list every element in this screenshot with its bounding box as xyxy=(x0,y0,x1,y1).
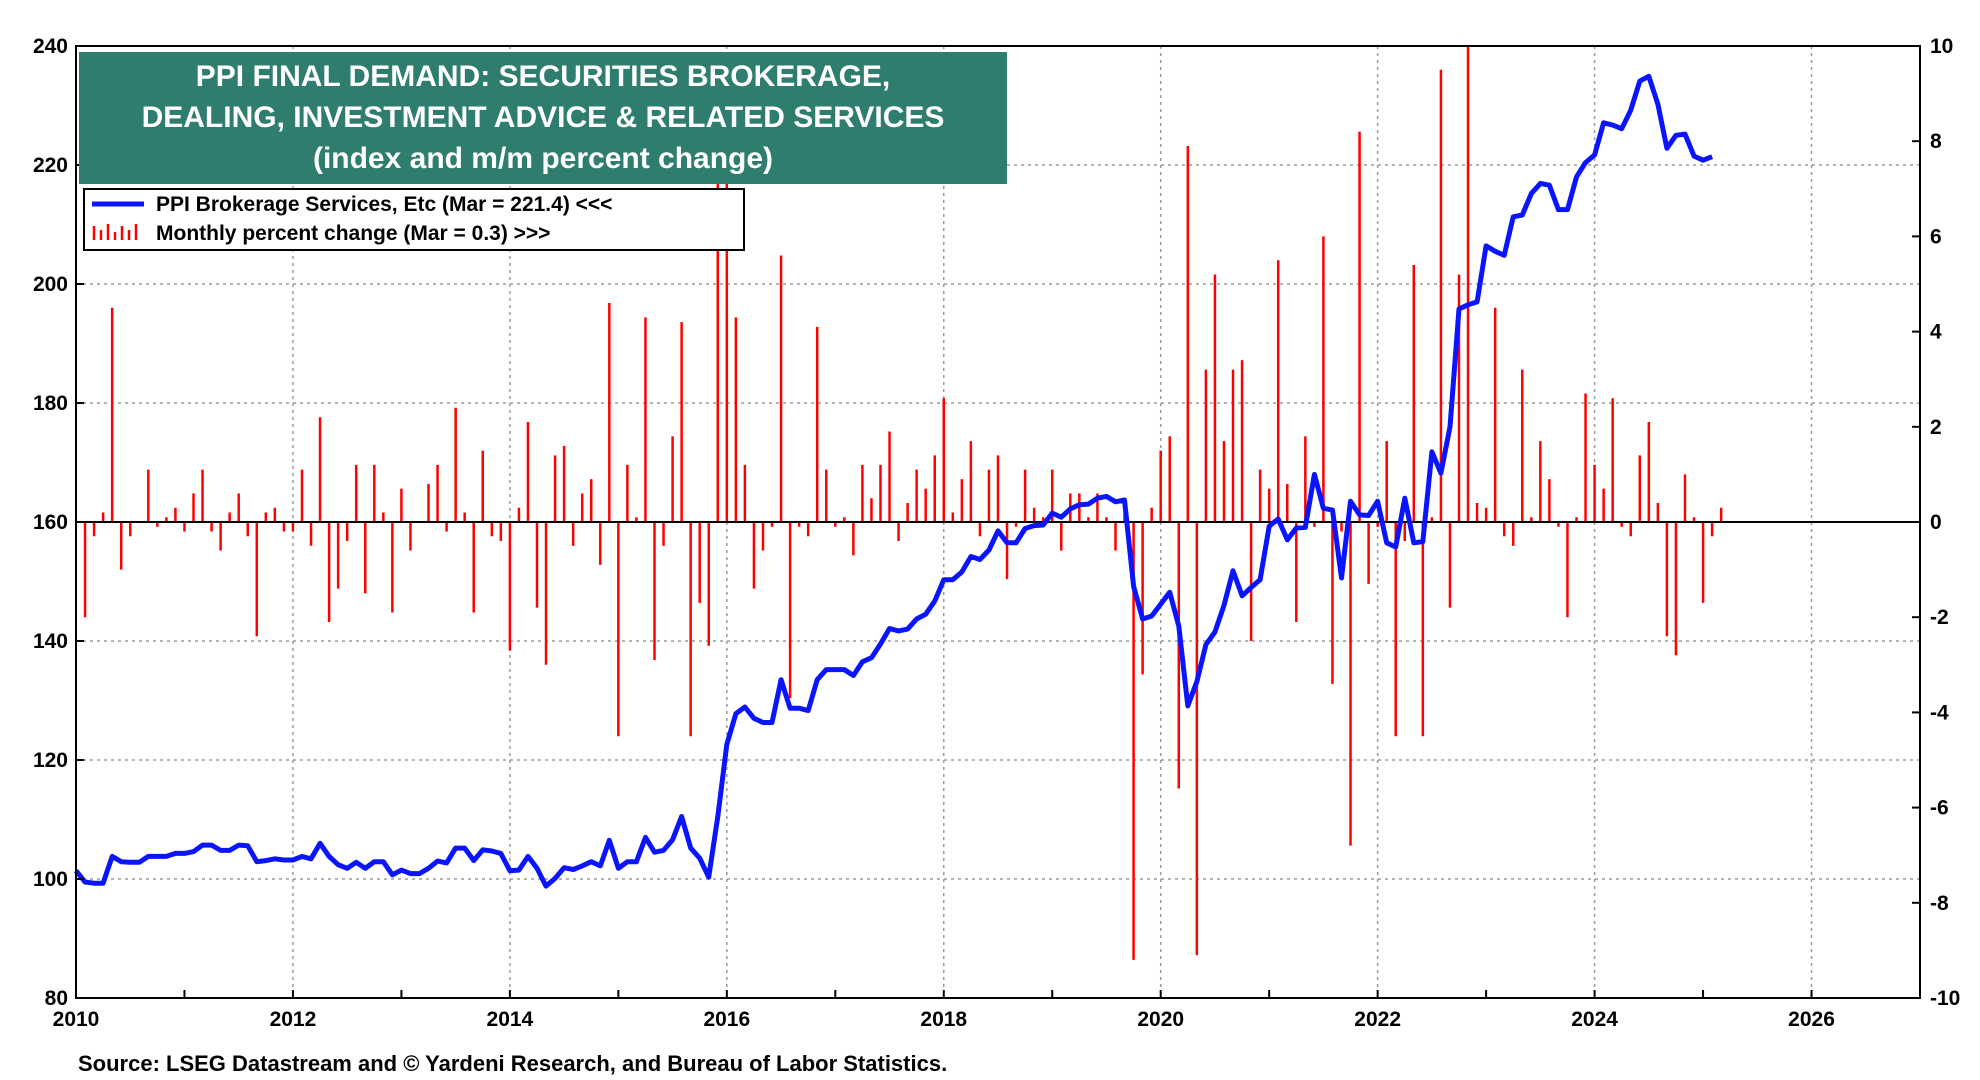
title-line-3: (index and m/m percent change) xyxy=(313,142,773,175)
legend-bar-swatch xyxy=(92,224,138,240)
x-tick-label: 2024 xyxy=(1571,1008,1618,1031)
left-tick-label: 220 xyxy=(33,154,68,177)
source-note: Source: LSEG Datastream and © Yardeni Re… xyxy=(78,1051,947,1076)
right-tick-label: 10 xyxy=(1930,35,1953,58)
title-line-2: DEALING, INVESTMENT ADVICE & RELATED SER… xyxy=(142,101,945,134)
right-tick-label: 6 xyxy=(1930,225,1942,248)
right-tick-label: 0 xyxy=(1930,511,1942,534)
x-tick-label: 2016 xyxy=(703,1008,750,1031)
x-axis: 2010 2012 2014 2016 2018 2020 2022 2024 2026 xyxy=(53,990,1921,1031)
index-line xyxy=(74,73,1714,889)
x-tick-label: 2014 xyxy=(487,1008,534,1031)
right-tick-label: 4 xyxy=(1930,321,1942,344)
right-tick-label: 2 xyxy=(1930,416,1942,439)
left-tick-label: 240 xyxy=(33,35,68,58)
left-axis: 80 100 120 140 160 180 200 220 240 xyxy=(33,35,84,1010)
right-tick-label: -8 xyxy=(1930,892,1949,915)
right-tick-label: -6 xyxy=(1930,797,1949,820)
right-tick-label: -4 xyxy=(1930,701,1949,724)
x-tick-label: 2012 xyxy=(270,1008,317,1031)
left-tick-label: 120 xyxy=(33,749,68,772)
left-tick-label: 140 xyxy=(33,630,68,653)
left-tick-label: 160 xyxy=(33,511,68,534)
left-tick-label: 180 xyxy=(33,392,68,415)
legend-line-label: PPI Brokerage Services, Etc (Mar = 221.4… xyxy=(156,193,612,216)
legend-box xyxy=(83,188,745,251)
title-line-1: PPI FINAL DEMAND: SECURITIES BROKERAGE, xyxy=(196,60,891,93)
x-tick-label: 2018 xyxy=(920,1008,967,1031)
x-tick-label: 2020 xyxy=(1137,1008,1184,1031)
left-tick-label: 80 xyxy=(45,987,68,1010)
left-tick-label: 100 xyxy=(33,868,68,891)
x-tick-label: 2026 xyxy=(1788,1008,1835,1031)
right-tick-label: -10 xyxy=(1930,987,1960,1010)
title-box xyxy=(79,52,1007,184)
right-tick-label: 8 xyxy=(1930,130,1942,153)
x-tick-label: 2010 xyxy=(53,1008,100,1031)
legend-bar-label: Monthly percent change (Mar = 0.3) >>> xyxy=(156,222,550,245)
left-tick-label: 200 xyxy=(33,273,68,296)
x-tick-label: 2022 xyxy=(1354,1008,1401,1031)
right-axis: -10 -8 -6 -4 -2 0 2 4 6 8 10 xyxy=(1912,35,1960,1010)
right-tick-label: -2 xyxy=(1930,606,1949,629)
